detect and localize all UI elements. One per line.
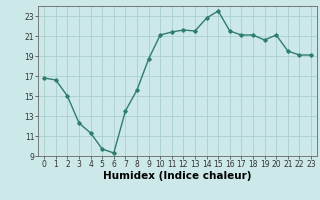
X-axis label: Humidex (Indice chaleur): Humidex (Indice chaleur) [103,171,252,181]
